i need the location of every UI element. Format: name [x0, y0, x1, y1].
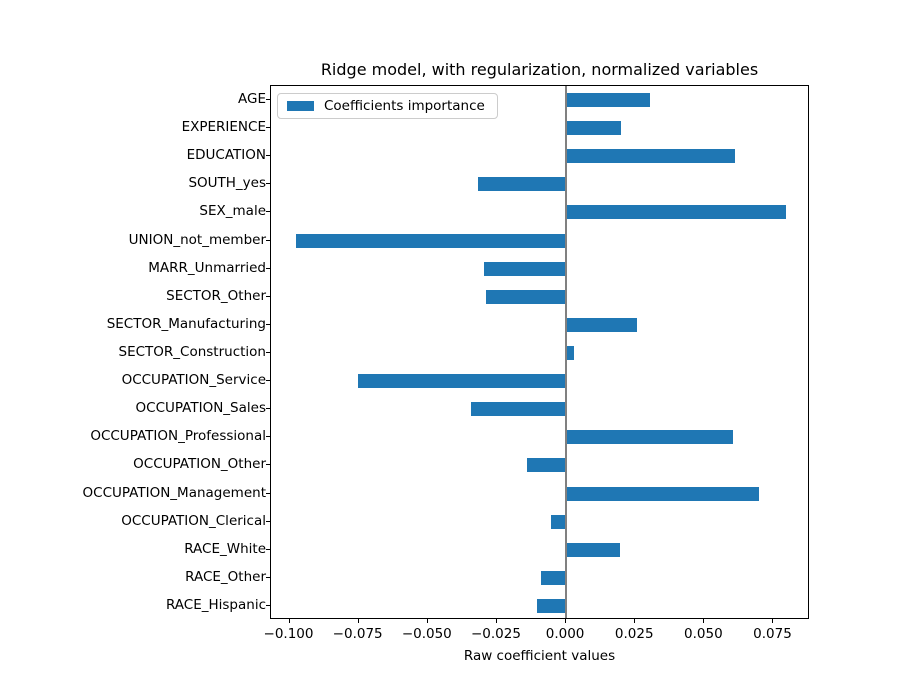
- y-tick-mark: [266, 436, 270, 438]
- y-tick-label-OCCUPATION_Sales: OCCUPATION_Sales: [135, 400, 266, 417]
- legend-label: Coefficients importance: [324, 98, 485, 114]
- y-tick-mark: [266, 323, 270, 325]
- bar-OCCUPATION_Clerical: [551, 514, 567, 529]
- y-tick-label-RACE_Other: RACE_Other: [185, 568, 266, 585]
- y-tick-label-RACE_White: RACE_White: [184, 540, 266, 557]
- bar-SECTOR_Other: [486, 289, 567, 304]
- y-tick-mark: [266, 352, 270, 353]
- y-tick-mark: [266, 520, 270, 522]
- x-tick-mark: [565, 619, 567, 623]
- x-tick-mark: [357, 619, 359, 623]
- bar-EDUCATION: [566, 149, 735, 164]
- bar-RACE_Other: [540, 570, 567, 585]
- y-tick-mark: [266, 267, 270, 269]
- y-tick-label-SECTOR_Other: SECTOR_Other: [166, 287, 266, 304]
- y-tick-mark: [266, 548, 270, 550]
- zero-line: [565, 86, 568, 618]
- y-tick-mark: [266, 492, 270, 494]
- bar-SEX_male: [566, 205, 786, 220]
- y-tick-mark: [266, 239, 270, 241]
- y-tick-mark: [266, 604, 270, 606]
- bar-OCCUPATION_Professional: [566, 430, 734, 445]
- bar-UNION_not_member: [295, 233, 567, 248]
- y-tick-mark: [266, 576, 270, 578]
- x-tick-mark: [288, 619, 290, 623]
- chart-title: Ridge model, with regularization, normal…: [320, 60, 759, 79]
- y-tick-label-AGE: AGE: [238, 91, 266, 108]
- y-tick-label-OCCUPATION_Management: OCCUPATION_Management: [82, 484, 266, 501]
- x-axis-label: Raw coefficient values: [463, 648, 616, 664]
- x-tick-label: 0.025: [614, 626, 654, 642]
- y-tick-label-OCCUPATION_Other: OCCUPATION_Other: [133, 456, 266, 473]
- x-tick-mark: [495, 619, 497, 623]
- y-tick-label-OCCUPATION_Professional: OCCUPATION_Professional: [90, 428, 266, 445]
- bar-OCCUPATION_Service: [357, 374, 567, 389]
- y-tick-label-EXPERIENCE: EXPERIENCE: [181, 119, 266, 136]
- x-tick-label: 0.050: [684, 626, 723, 642]
- y-tick-mark: [266, 211, 270, 213]
- x-tick-mark: [772, 619, 774, 623]
- y-tick-mark: [266, 380, 270, 382]
- x-tick-label: −0.050: [401, 626, 452, 642]
- y-tick-mark: [266, 464, 270, 466]
- x-tick-label: −0.025: [470, 626, 521, 642]
- legend: Coefficients importance: [277, 93, 498, 119]
- bar-SOUTH_yes: [478, 177, 567, 192]
- y-tick-label-UNION_not_member: UNION_not_member: [128, 231, 266, 248]
- y-tick-label-RACE_Hispanic: RACE_Hispanic: [165, 596, 266, 613]
- bar-RACE_Hispanic: [536, 598, 567, 613]
- y-tick-label-EDUCATION: EDUCATION: [186, 147, 266, 164]
- y-tick-label-OCCUPATION_Service: OCCUPATION_Service: [121, 372, 266, 389]
- legend-swatch-icon: [287, 101, 314, 111]
- y-tick-mark: [266, 408, 270, 410]
- bar-EXPERIENCE: [566, 121, 621, 136]
- x-tick-label: 0.000: [545, 626, 585, 642]
- x-tick-mark: [703, 619, 705, 623]
- y-tick-mark: [266, 155, 270, 157]
- y-tick-label-MARR_Unmarried: MARR_Unmarried: [148, 259, 266, 276]
- bar-RACE_White: [566, 542, 620, 557]
- bar-OCCUPATION_Other: [526, 458, 567, 473]
- y-tick-label-SECTOR_Manufacturing: SECTOR_Manufacturing: [106, 315, 266, 332]
- x-tick-label: −0.100: [263, 626, 314, 642]
- bar-SECTOR_Manufacturing: [566, 317, 637, 332]
- x-tick-label: −0.075: [332, 626, 383, 642]
- bar-OCCUPATION_Sales: [471, 402, 567, 417]
- y-tick-mark: [266, 99, 270, 101]
- bar-AGE: [566, 93, 650, 108]
- bar-OCCUPATION_Management: [566, 486, 760, 501]
- y-tick-mark: [266, 295, 270, 297]
- x-tick-mark: [426, 619, 428, 623]
- y-tick-label-OCCUPATION_Clerical: OCCUPATION_Clerical: [121, 512, 266, 529]
- x-tick-mark: [634, 619, 636, 623]
- bar-SECTOR_Construction: [566, 346, 575, 360]
- plot-area: Coefficients importance: [270, 85, 809, 619]
- y-tick-mark: [266, 183, 270, 185]
- y-tick-label-SEX_male: SEX_male: [199, 203, 266, 220]
- y-tick-mark: [266, 127, 270, 129]
- y-tick-label-SECTOR_Construction: SECTOR_Construction: [118, 344, 267, 360]
- x-tick-label: 0.075: [753, 626, 792, 642]
- bar-MARR_Unmarried: [484, 261, 567, 276]
- y-tick-label-SOUTH_yes: SOUTH_yes: [188, 175, 266, 192]
